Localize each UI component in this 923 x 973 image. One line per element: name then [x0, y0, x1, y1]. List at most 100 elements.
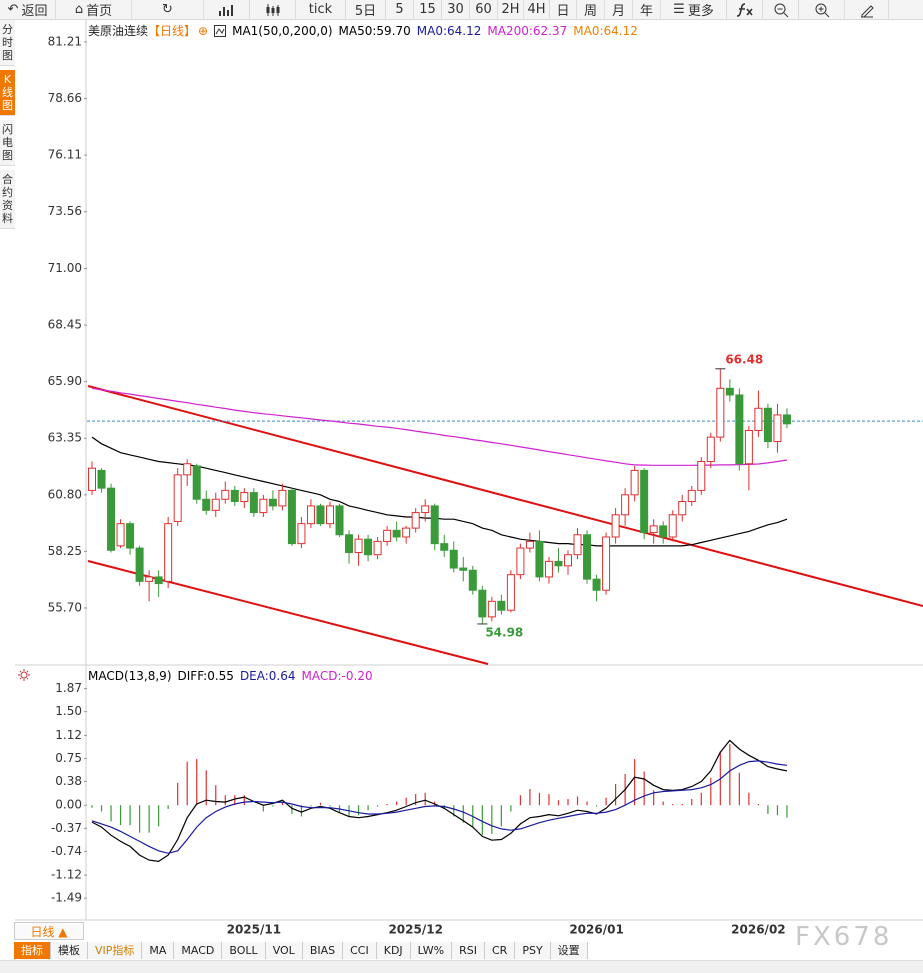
candle-body — [478, 589, 487, 618]
candle-body — [145, 576, 154, 582]
zoom-out-button[interactable] — [763, 0, 799, 20]
x-tick-label: 2026/01 — [569, 923, 623, 937]
period-button[interactable]: 5日 — [346, 0, 386, 20]
candle-body — [573, 534, 582, 556]
indicator-tab[interactable]: BOLL — [222, 942, 266, 959]
legend-entry: MA200:62.37 — [487, 23, 568, 38]
indicator-tab[interactable]: RSI — [452, 942, 485, 959]
indicator-tab[interactable]: MACD — [174, 942, 223, 959]
period-button[interactable]: 4H — [524, 0, 550, 20]
candle-body — [602, 536, 611, 591]
candle-body — [583, 534, 592, 580]
candle-body — [345, 534, 354, 554]
candle-body — [268, 498, 277, 507]
candle-body — [192, 465, 201, 500]
candle-body — [697, 461, 706, 491]
candle-body — [183, 463, 192, 476]
x-tick-label: 2026/02 — [731, 923, 785, 937]
candle-body — [354, 538, 363, 554]
candle-body — [421, 505, 430, 514]
label: 返回 — [21, 4, 48, 19]
y-tick-label: 1.87 — [55, 681, 82, 695]
indicator-icon[interactable] — [214, 24, 227, 37]
candle-body — [335, 505, 344, 536]
period-button[interactable]: 2H — [498, 0, 524, 20]
settings-icon[interactable] — [18, 669, 30, 681]
y-tick-label: 0.75 — [55, 751, 82, 765]
zoom-in-button[interactable] — [799, 0, 845, 20]
y-tick-label: 0.38 — [55, 774, 82, 788]
period-button[interactable]: 日 — [550, 0, 577, 20]
indicator-tab[interactable]: MA — [142, 942, 175, 959]
indicator-tab[interactable]: CCI — [343, 942, 377, 959]
formula-button[interactable] — [727, 0, 763, 20]
side-tab[interactable]: K线图 — [0, 70, 15, 116]
candle-body — [383, 529, 392, 542]
indicator-tab[interactable]: 指标 — [14, 942, 51, 959]
y-tick-label: 73.56 — [48, 204, 82, 218]
candle-body — [126, 523, 135, 549]
icon — [218, 4, 233, 16]
period-button[interactable]: 30 — [442, 0, 470, 20]
draw-button[interactable] — [845, 0, 889, 20]
period-selector[interactable]: 日线 ▲ — [14, 922, 84, 940]
indicator-tab[interactable]: VOL — [265, 942, 303, 959]
candle-body — [506, 574, 515, 611]
y-tick-label: 78.66 — [48, 91, 82, 105]
y-tick-label: 1.12 — [55, 728, 82, 742]
candle-body — [202, 498, 211, 511]
candle-button[interactable] — [250, 0, 296, 20]
indicator-tab[interactable]: LW% — [410, 942, 453, 959]
indicator-tab[interactable]: 设置 — [550, 942, 588, 959]
legend-entry: DIFF:0.55 — [177, 669, 234, 683]
footer — [0, 960, 923, 973]
more-button[interactable]: ☰ 更多 — [661, 0, 727, 20]
candle-body — [706, 436, 715, 463]
legend-entry: MA0:64.12 — [416, 23, 482, 38]
candle-body — [544, 560, 553, 578]
indicator-tab[interactable]: PSY — [515, 942, 551, 959]
icon — [860, 4, 874, 17]
indicator-tab[interactable]: BIAS — [302, 942, 344, 959]
indicator-tab[interactable]: KDJ — [376, 942, 411, 959]
period-button[interactable]: tick — [296, 0, 346, 20]
toolbar: ↶ 返回 ⌂ 首页 ↻ tick 5日 5 15 30 60 2H 4H 日 周 月… — [0, 0, 923, 20]
refresh-button[interactable]: ↻ — [132, 0, 204, 20]
period-button[interactable]: 60 — [470, 0, 498, 20]
period-button[interactable]: 年 — [633, 0, 661, 20]
indicator-tab[interactable]: VIP指标 — [88, 942, 143, 959]
candle-body — [449, 549, 458, 569]
high-label: 66.48 — [725, 352, 763, 366]
side-tab[interactable]: 闪电图 — [0, 120, 15, 166]
back-button[interactable]: ↶ 返回 — [0, 0, 56, 20]
y-tick-label: 81.21 — [48, 34, 82, 48]
y-tick-label: 71.00 — [48, 261, 82, 275]
candle-body — [554, 560, 563, 567]
icon — [774, 3, 788, 17]
side-tab[interactable]: 合约资料 — [0, 170, 15, 229]
candle-body — [744, 429, 753, 465]
candle-body — [230, 489, 239, 502]
side-tab[interactable]: 分时图 — [0, 20, 15, 66]
y-tick-label: 1.50 — [55, 704, 82, 718]
candle-body — [402, 527, 411, 538]
indicator-tab[interactable]: CR — [485, 942, 516, 959]
icon — [736, 2, 753, 17]
period-button[interactable]: 5 — [386, 0, 414, 20]
chart-type-button[interactable] — [204, 0, 250, 20]
x-tick-label: 2025/11 — [227, 923, 281, 937]
expand-button[interactable] — [889, 0, 902, 20]
add-icon[interactable]: ⊕ — [198, 23, 209, 38]
period-button[interactable]: 周 — [577, 0, 605, 20]
candle-body — [621, 494, 630, 516]
period-button[interactable]: 15 — [414, 0, 442, 20]
home-button[interactable]: ⌂ 首页 — [56, 0, 132, 20]
indicator-tab[interactable]: 模板 — [51, 942, 88, 959]
candle-body — [678, 500, 687, 516]
x-tick-label: 2025/12 — [388, 923, 442, 937]
watermark: FX678 — [795, 922, 893, 952]
candle-body — [173, 474, 182, 522]
period-button[interactable]: 月 — [605, 0, 633, 20]
